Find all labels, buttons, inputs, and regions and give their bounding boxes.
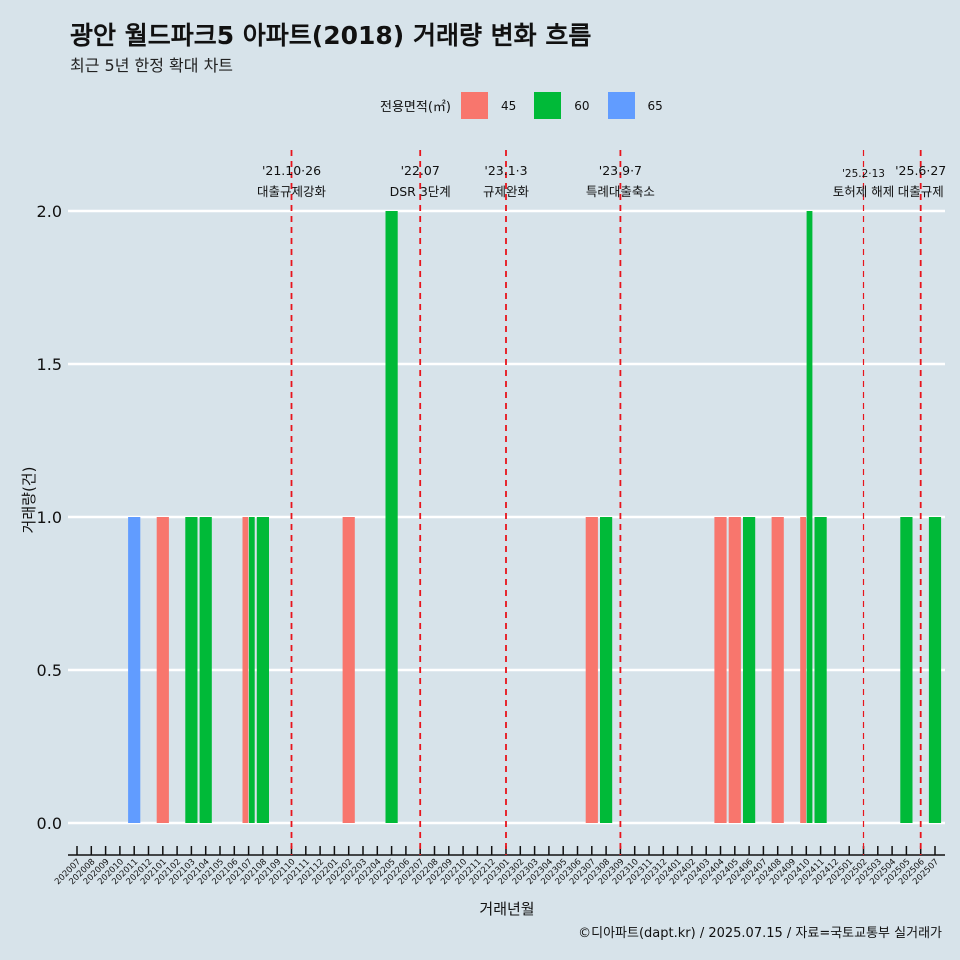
- bar-60-202308: [600, 517, 613, 823]
- x-axis-title: 거래년월: [479, 900, 534, 918]
- legend-label-60: 60: [574, 98, 590, 113]
- legend-label-65: 65: [647, 98, 663, 113]
- bar-65-202011: [128, 517, 141, 823]
- caption: ©디아파트(dapt.kr) / 2025.07.15 / 자료=국토교통부 실…: [578, 926, 942, 941]
- event-date: '22.07: [401, 163, 440, 178]
- event-label: 토허제 해제: [833, 184, 894, 199]
- bar-60-202406: [743, 517, 756, 823]
- bar-45-202404: [714, 517, 727, 823]
- legend-swatch-60: [534, 92, 562, 119]
- y-tick-label: 0.0: [37, 814, 62, 833]
- y-tick-label: 1.5: [37, 355, 62, 374]
- bar-60-202410: [806, 211, 813, 823]
- y-tick-label: 2.0: [37, 202, 62, 221]
- bar-60-202205: [385, 211, 398, 823]
- event-date: '23.9·7: [599, 163, 642, 178]
- event-label: 대출규제강화: [257, 184, 327, 199]
- chart-subtitle: 최근 5년 한정 확대 차트: [70, 56, 234, 75]
- bar-60-202411: [814, 517, 827, 823]
- legend-label-45: 45: [500, 98, 517, 113]
- legend-title: 전용면적(㎡): [380, 100, 451, 115]
- event-label: 규제완화: [483, 184, 530, 199]
- event-date: '21.10·26: [262, 163, 321, 178]
- y-axis-title: 거래량(건): [20, 467, 38, 534]
- event-date: '25.2·13: [842, 168, 885, 180]
- event-date: '25.6·27: [895, 163, 946, 178]
- bar-45-202307: [585, 517, 598, 823]
- bar-45-202410: [800, 517, 806, 823]
- bar-60-202108: [256, 517, 269, 823]
- y-tick-label: 1.0: [37, 508, 62, 527]
- bar-45-202405: [728, 517, 741, 823]
- event-label: 대출규제: [898, 184, 944, 199]
- event-label: 특례대출축소: [586, 184, 655, 199]
- chart-title: 광안 월드파크5 아파트(2018) 거래량 변화 흐름: [70, 21, 592, 50]
- y-tick-label: 0.5: [37, 661, 62, 680]
- legend: 전용면적(㎡) 45 60 65: [380, 92, 671, 119]
- bar-60-202507: [928, 517, 942, 823]
- bar-45-202202: [342, 517, 355, 823]
- bar-45-202107: [242, 517, 249, 823]
- bar-60-202107: [248, 517, 255, 823]
- legend-swatch-45: [460, 92, 488, 119]
- event-label: DSR 3단계: [390, 184, 451, 199]
- bar-60-202505: [900, 517, 913, 823]
- legend-swatch-65: [607, 92, 635, 119]
- event-date: '23.1·3: [484, 163, 527, 178]
- bar-60-202104: [199, 517, 212, 823]
- bar-60-202103: [185, 517, 198, 823]
- bar-45-202101: [156, 517, 169, 823]
- bar-45-202408: [771, 517, 784, 823]
